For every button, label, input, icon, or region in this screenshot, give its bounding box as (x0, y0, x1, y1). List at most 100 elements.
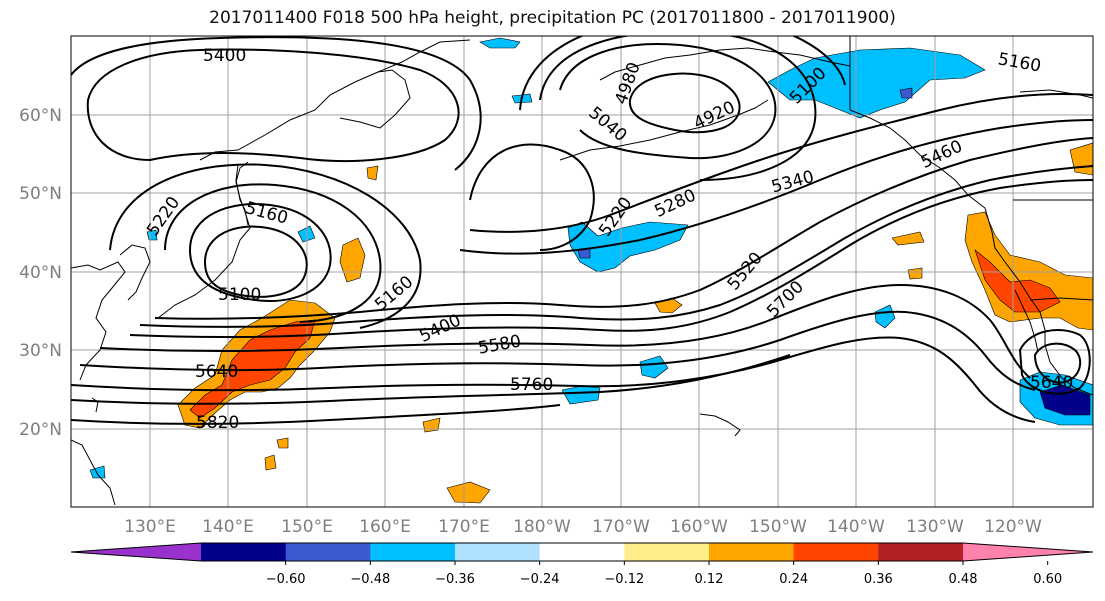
lat-label-20n: 20°N (19, 420, 62, 440)
colorbar-swatch (370, 543, 456, 561)
colorbar-tick-labels: −0.60 −0.48 −0.36 −0.24 −0.12 0.12 0.24 0.36 0.4… (266, 561, 1062, 587)
precip-purple-1 (899, 87, 913, 99)
contour-5700 (71, 336, 1036, 423)
contour-label: 5760 (510, 375, 553, 395)
precip-area-cal (964, 211, 1093, 331)
precip-blue-mid (567, 221, 689, 273)
lat-label-50n: 50°N (19, 184, 62, 204)
lon-label: 130°W (906, 517, 964, 537)
colorbar-extend-high (963, 543, 1093, 561)
colorbar-tick-label: −0.60 (266, 572, 306, 587)
contour-5220 (109, 163, 422, 329)
contour-5760 (71, 354, 791, 405)
contour-5160 (188, 203, 332, 302)
coast-japan (157, 161, 251, 319)
precip-core-cal (974, 249, 1061, 313)
lon-label: 160°E (359, 517, 411, 537)
lon-label: 120°W (984, 517, 1042, 537)
precip-small-8 (891, 231, 925, 246)
contour-5400-main (154, 137, 1093, 320)
contour-se-low-1 (1018, 329, 1091, 395)
colorbar (70, 542, 1094, 562)
contour-4980 (559, 43, 777, 160)
precip-small-3 (446, 481, 491, 504)
latitude-labels: 60°N 50°N 40°N 30°N 20°N (19, 106, 62, 440)
colorbar-swatch (201, 543, 287, 561)
colorbar-swatch (624, 543, 710, 561)
colorbar-swatch (539, 543, 625, 561)
colorbar-tick-label: −0.24 (520, 572, 560, 587)
precip-shading (89, 37, 1093, 504)
contour-5280 (469, 92, 1093, 233)
contour-label: 5100 (218, 285, 261, 305)
colorbar-extend-low (71, 543, 201, 561)
precip-blue-alaska (767, 47, 986, 119)
precip-small-6 (276, 437, 289, 449)
lon-label: 140°E (202, 517, 254, 537)
contour-5460 (139, 165, 1093, 328)
coast-korea (119, 244, 151, 301)
border-us-mexico (1029, 297, 1093, 301)
lon-label: 130°E (124, 517, 176, 537)
colorbar-tick-label: 0.12 (695, 572, 724, 587)
colorbar-swatch (793, 543, 879, 561)
contour-label: 5640 (195, 362, 238, 382)
contour-label: 5400 (203, 46, 246, 66)
lat-label-30n: 30°N (19, 341, 62, 361)
coast-baja (1014, 289, 1039, 353)
height-contours (71, 36, 1093, 425)
colorbar-swatch (878, 543, 964, 561)
colorbar-tick-label: 0.48 (949, 572, 978, 587)
colorbar-swatch (709, 543, 795, 561)
lon-label: 150°E (281, 517, 333, 537)
contour-5820 (71, 404, 561, 425)
coast-asia (71, 261, 126, 381)
precip-small-2 (366, 165, 379, 181)
precip-small-9 (907, 267, 923, 280)
precip-small-1 (339, 237, 366, 283)
coast-hudson (1019, 89, 1093, 99)
contour-5520 (129, 179, 1093, 339)
contour-5220-b (469, 143, 595, 251)
contour-5640 (79, 310, 1036, 391)
contour-5100-b (519, 36, 846, 111)
contour-5160-b (164, 183, 382, 323)
colorbar-tick-label: 0.36 (864, 572, 893, 587)
contour-label: 5640 (1030, 373, 1073, 393)
lon-label: 170°W (592, 517, 650, 537)
map-frame (70, 35, 1094, 508)
lat-label-40n: 40°N (19, 263, 62, 283)
colorbar-swatch (455, 543, 541, 561)
precip-blue-small-5 (874, 304, 896, 329)
colorbar-outline (70, 542, 1094, 562)
precip-blue-small-1 (479, 37, 521, 49)
coast-aleutians (559, 99, 769, 161)
coast-na-west (849, 109, 1046, 345)
lon-label: 150°W (749, 517, 807, 537)
precip-small-5 (264, 454, 277, 471)
colorbar-tick-label: 0.60 (1033, 572, 1062, 587)
colorbar-tick-label: −0.48 (350, 572, 390, 587)
map-title: 2017011400 F018 500 hPa height, precipit… (209, 8, 896, 28)
coast-hawaii (699, 413, 741, 437)
lon-label: 140°W (827, 517, 885, 537)
coast-mexico (1044, 344, 1093, 396)
contour-5340-loop (71, 36, 482, 171)
colorbar-tick-label: 0.24 (779, 572, 808, 587)
coast-kamchatka (339, 69, 411, 129)
contour-5580 (99, 283, 1031, 379)
colorbar-tick-label: −0.36 (435, 572, 475, 587)
precip-blue-small-4 (639, 355, 669, 379)
coast-alaska (599, 47, 851, 81)
lon-label: 180°W (513, 517, 571, 537)
contour-5100 (203, 225, 308, 298)
contour-se-low-2 (1033, 342, 1082, 384)
longitude-labels: 130°E 140°E 150°E 160°E 170°E 180°W 170°… (124, 517, 1042, 537)
contour-5400-low (86, 48, 460, 162)
contour-4920 (628, 72, 741, 134)
colorbar-tick-label: −0.12 (604, 572, 644, 587)
lon-label: 160°W (670, 517, 728, 537)
colorbar-swatch (285, 543, 371, 561)
precip-blue-small-8 (89, 465, 106, 479)
